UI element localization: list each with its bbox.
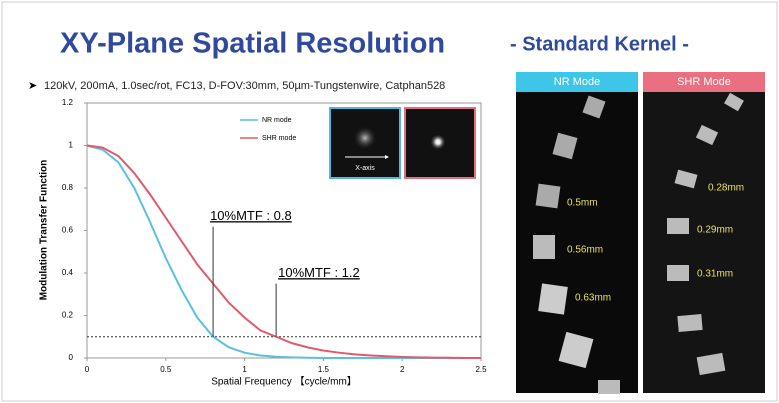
legend-label: NR mode: [262, 117, 292, 124]
y-tick-label: 1: [69, 141, 74, 150]
image-panel: SHR Mode 0.28mm 0.29mm 0.31mm: [643, 72, 765, 393]
subtitle: - Standard Kernel -: [510, 33, 689, 55]
y-axis-label: Modulation Transfer Function: [39, 160, 50, 301]
x-axis-label: Spatial Frequency 【cycle/mm】: [211, 376, 357, 388]
inset-label: X-axis: [355, 165, 375, 172]
y-tick-label: 0: [69, 353, 74, 362]
annotation: 10%MTF : 1.2: [278, 265, 360, 280]
y-tick-label: 0.4: [62, 268, 74, 277]
y-tick-label: 0.2: [62, 311, 74, 320]
legend-label: SHR mode: [262, 135, 296, 142]
y-tick-label: 1.2: [62, 98, 74, 107]
x-tick-label: 0: [85, 365, 90, 374]
y-tick-label: 0.6: [62, 226, 74, 235]
x-tick-label: 2: [400, 365, 405, 374]
image-label: 0.31mm: [697, 269, 733, 280]
panel-title: NR Mode: [554, 76, 600, 88]
annotation: 10%MTF : 0.8: [210, 208, 292, 223]
y-tick-label: 0.8: [62, 183, 74, 192]
image-label: 0.56mm: [567, 245, 603, 256]
slide: XY-Plane Spatial Resolution - Standard K…: [0, 0, 779, 403]
conditions: 120kV, 200mA, 1.0sec/rot, FC13, D-FOV:30…: [44, 80, 445, 92]
image-label: 0.5mm: [567, 198, 598, 209]
x-tick-label: 1.5: [318, 365, 330, 374]
image-label: 0.28mm: [708, 183, 744, 194]
image-panel: NR Mode 0.5mm 0.56mm 0.63mm: [516, 72, 638, 394]
x-tick-label: 1: [242, 365, 247, 374]
image-label: 0.63mm: [575, 293, 611, 304]
title: XY-Plane Spatial Resolution: [60, 28, 445, 60]
image-label: 0.29mm: [697, 225, 733, 236]
panel-title: SHR Mode: [677, 76, 731, 88]
bullet: ➤: [28, 80, 37, 92]
x-tick-label: 2.5: [475, 365, 487, 374]
x-tick-label: 0.5: [160, 365, 172, 374]
